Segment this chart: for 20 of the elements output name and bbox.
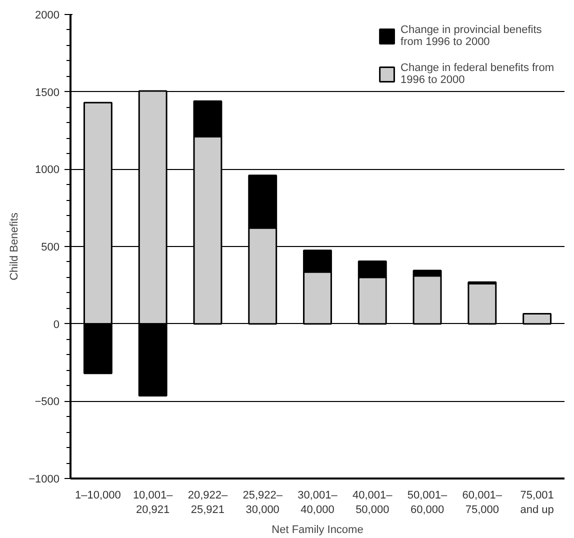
x-tick-label: 1–10,000 [75, 490, 121, 502]
y-tick-label: −500 [34, 396, 60, 408]
x-tick-label: 50,001– 60,000 [407, 490, 448, 516]
legend-label: Change in federal benefits from 1996 to 2000 [400, 62, 554, 86]
x-tick-label: 30,001– 40,000 [298, 490, 338, 516]
y-tick-label: 500 [41, 242, 60, 254]
y-tick-label: 2000 [35, 10, 60, 22]
x-tick-label: 25,922– 30,000 [242, 490, 284, 516]
x-axis-title: Net Family Income [272, 524, 364, 536]
y-tick-label: −1000 [28, 474, 60, 486]
y-axis-title: Child Benefits [8, 212, 21, 280]
y-tick-label: 1500 [35, 86, 60, 99]
x-tick-label: 10,001– 20,921 [132, 490, 174, 516]
x-tick-label: 20,922– 25,921 [188, 490, 228, 516]
x-tick-label: 75,001 and up [520, 490, 554, 516]
legend-label: Change in provincial benefits from 1996 to 2000 [400, 24, 542, 48]
y-tick-label: 1000 [35, 164, 60, 176]
x-tick-label: 40,001– 50,000 [352, 490, 394, 516]
x-tick-label: 60,001– 75,000 [462, 490, 503, 516]
y-tick-label: 0 [53, 318, 60, 331]
